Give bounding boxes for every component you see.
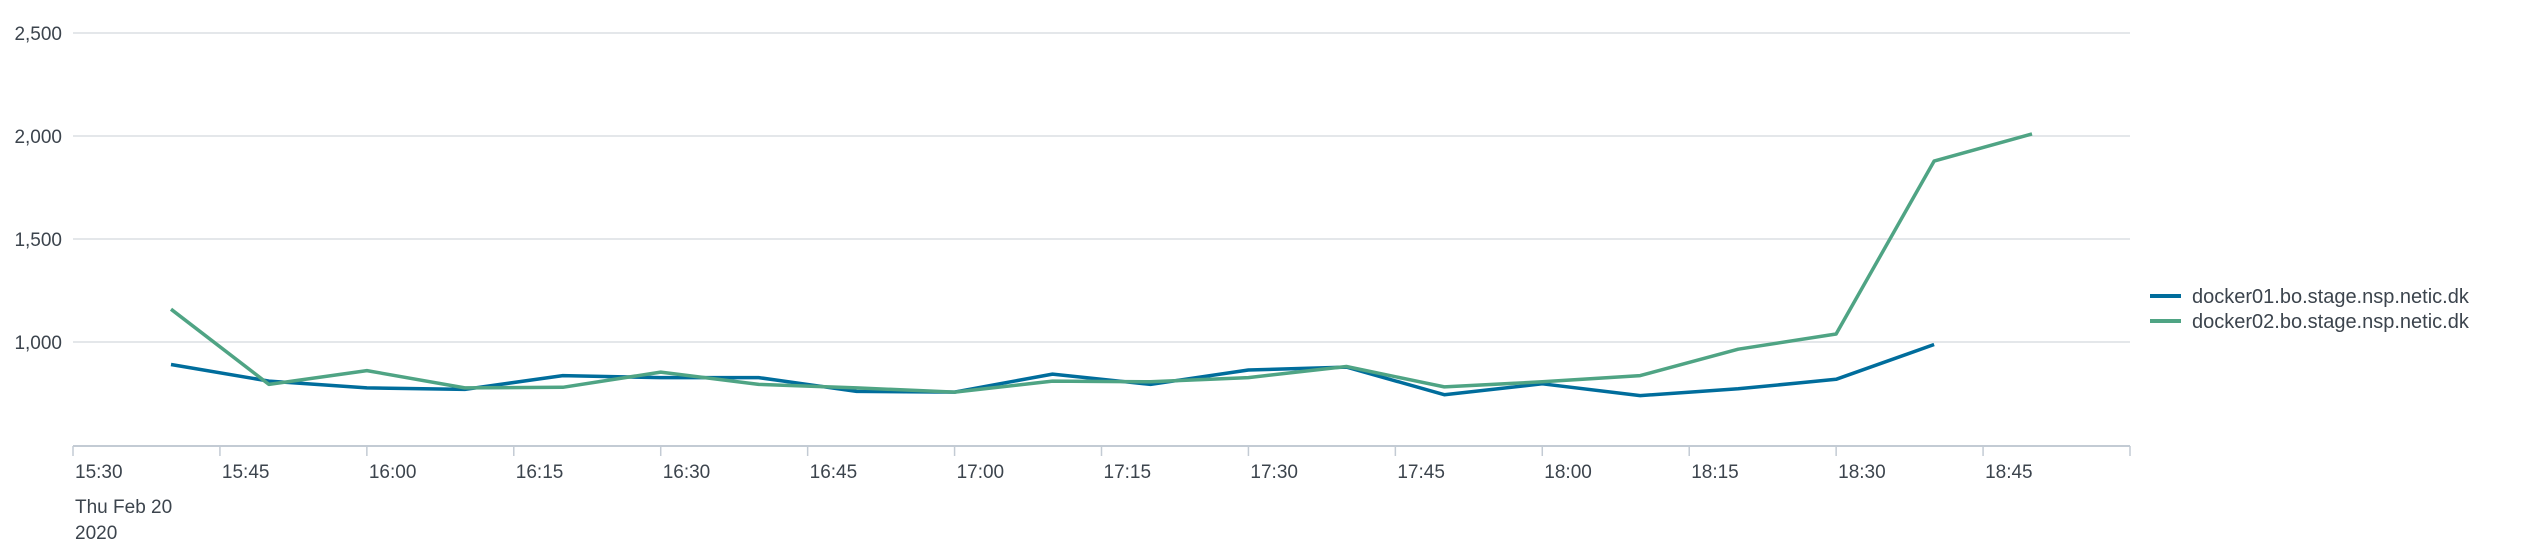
x-tick-label: 18:00 <box>1544 462 1592 483</box>
y-tick-label: 2,000 <box>14 127 62 148</box>
x-tick-label: 16:15 <box>516 462 564 483</box>
legend-item-docker01[interactable]: docker01.bo.stage.nsp.netic.dk <box>2150 286 2470 308</box>
x-tick-label: 18:15 <box>1691 462 1739 483</box>
y-axis: 2,500 2,000 1,500 1,000 <box>14 24 62 354</box>
gridlines <box>73 32 2130 343</box>
x-tick-label: 17:30 <box>1250 462 1298 483</box>
x-tick-label: 17:45 <box>1397 462 1445 483</box>
y-tick-label: 2,500 <box>14 24 62 45</box>
x-tick-label: 18:30 <box>1838 462 1886 483</box>
x-tick-label: 16:45 <box>810 462 858 483</box>
x-tick-label: 15:45 <box>222 462 270 483</box>
x-tick-label: 16:00 <box>369 462 417 483</box>
x-tick-label: 18:45 <box>1985 462 2033 483</box>
y-tick-label: 1,000 <box>14 333 62 354</box>
x-tick-label: 17:15 <box>1104 462 1152 483</box>
x-tick-label: 16:30 <box>663 462 711 483</box>
x-tick-label: 15:30 <box>75 462 123 483</box>
legend: docker01.bo.stage.nsp.netic.dk docker02.… <box>2150 286 2470 333</box>
x-date-label-year: 2020 <box>75 523 117 544</box>
legend-label-docker01: docker01.bo.stage.nsp.netic.dk <box>2192 286 2470 308</box>
series-line-docker01 <box>170 342 1935 398</box>
x-tick-label: 17:00 <box>957 462 1005 483</box>
series-lines <box>169 132 2033 398</box>
x-date-label-day: Thu Feb 20 <box>75 497 172 518</box>
x-axis: Thu Feb 20 2020 15:30 15:45 16:00 16:15 16:3… <box>72 445 2131 544</box>
legend-label-docker02: docker02.bo.stage.nsp.netic.dk <box>2192 311 2470 333</box>
legend-item-docker02[interactable]: docker02.bo.stage.nsp.netic.dk <box>2150 311 2470 333</box>
series-line-docker02 <box>169 132 2033 394</box>
y-tick-label: 1,500 <box>14 230 62 251</box>
